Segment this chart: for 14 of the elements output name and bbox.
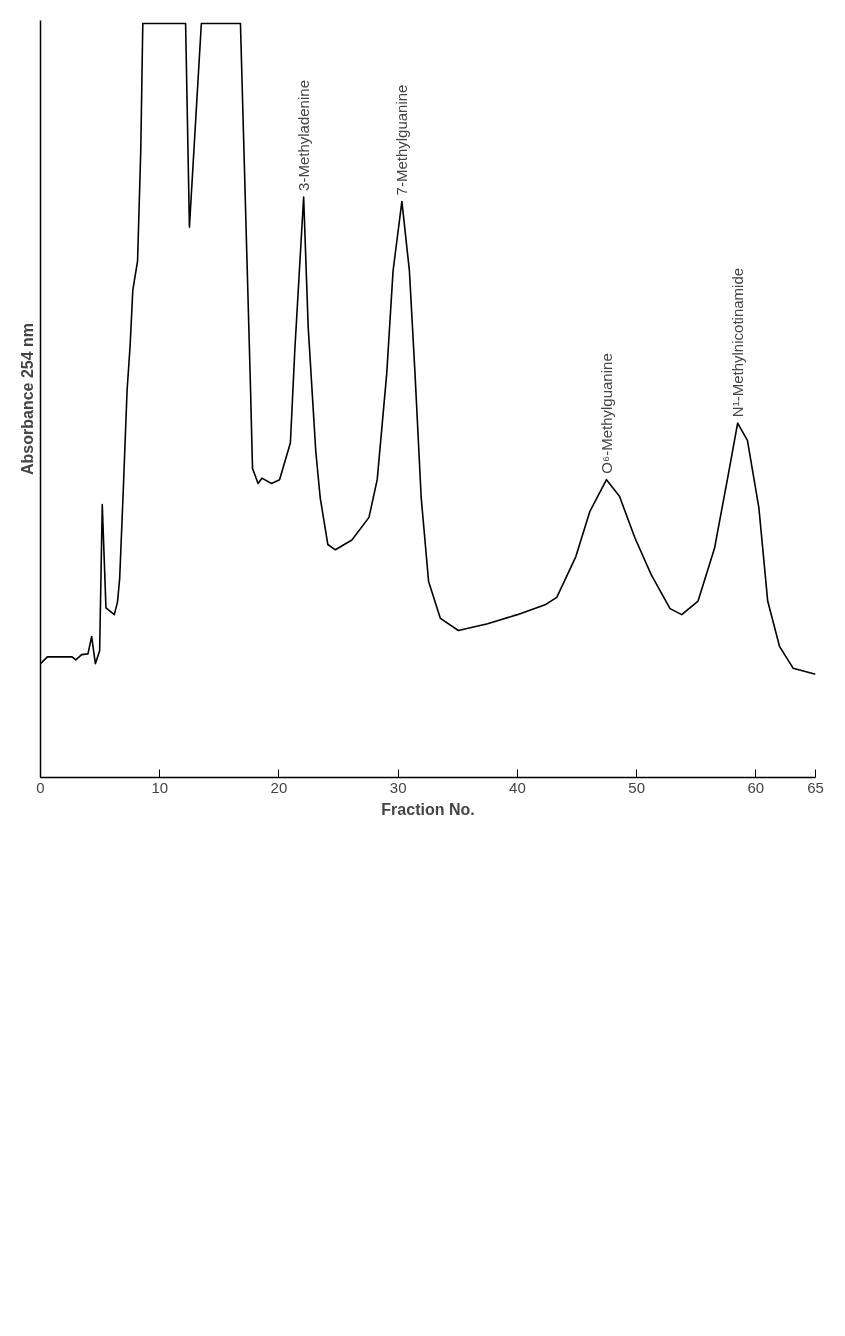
x-tick-label: 50 (628, 778, 645, 796)
y-axis-title: Absorbance 254 nm (18, 322, 36, 476)
x-tick-label: 0 (36, 778, 45, 796)
x-tick-label: 60 (747, 778, 765, 796)
annotation: 7-Methylguanine (393, 84, 411, 196)
x-tick-label: 30 (389, 778, 407, 796)
annotation: 3-Methyladenine (295, 80, 313, 191)
annotation: N¹-Methylnicotinamide (729, 267, 747, 418)
x-tick-label: 65 (807, 778, 824, 796)
x-axis-title: Fraction No. (381, 800, 475, 818)
x-tick-label: 10 (151, 778, 169, 796)
x-tick-label: 20 (270, 778, 288, 796)
x-tick-label: 40 (509, 778, 526, 796)
annotation: O⁶-Methylguanine (597, 353, 615, 474)
